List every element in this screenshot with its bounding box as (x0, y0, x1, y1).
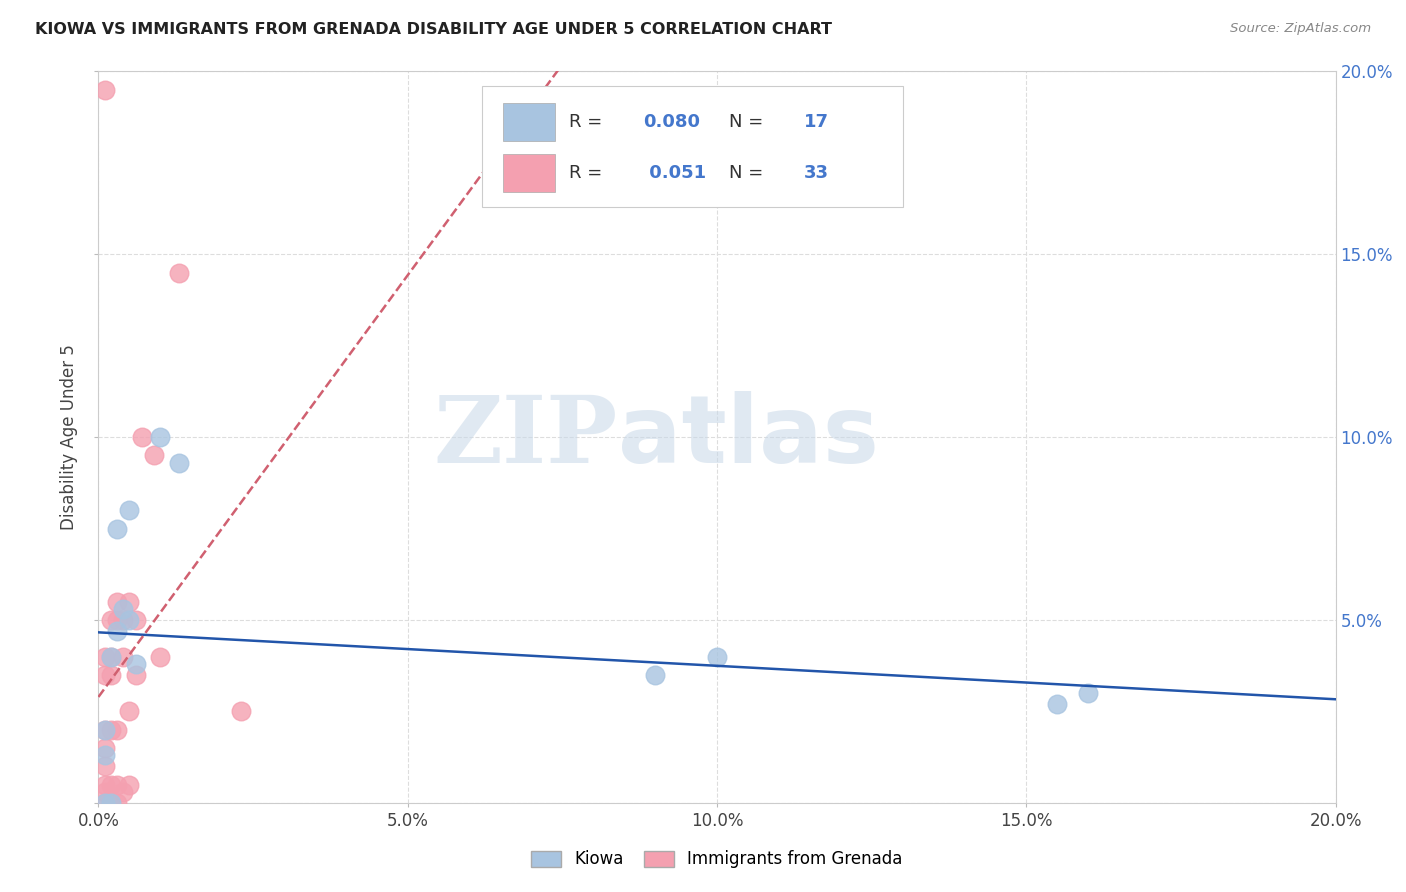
Point (105, 624, 128, 638)
Point (131, 430, 153, 444)
Point (93, 82, 115, 96)
FancyBboxPatch shape (503, 103, 555, 141)
Point (105, 594, 128, 608)
Text: ZIP: ZIP (434, 392, 619, 482)
Point (167, 456, 190, 470)
Point (100, 723, 122, 737)
Point (229, 705, 252, 719)
Point (112, 613, 135, 627)
Point (93, 777, 115, 792)
Text: 0.080: 0.080 (643, 112, 700, 131)
Point (1077, 686, 1099, 700)
Point (124, 657, 146, 671)
Point (93, 796, 115, 810)
Point (118, 594, 141, 608)
Point (149, 430, 172, 444)
Point (118, 705, 141, 719)
Point (143, 449, 166, 463)
Text: 0.051: 0.051 (643, 164, 706, 182)
Point (118, 613, 141, 627)
Point (93, 748, 115, 763)
Text: R =: R = (568, 112, 602, 131)
Point (644, 667, 666, 681)
Text: atlas: atlas (619, 391, 879, 483)
Point (100, 796, 122, 810)
Legend: Kiowa, Immigrants from Grenada: Kiowa, Immigrants from Grenada (524, 844, 910, 875)
Text: N =: N = (730, 112, 763, 131)
Text: R =: R = (568, 164, 602, 182)
Point (93, 649, 115, 664)
Point (112, 785, 135, 799)
Y-axis label: Disability Age Under 5: Disability Age Under 5 (60, 344, 79, 530)
Text: KIOWA VS IMMIGRANTS FROM GRENADA DISABILITY AGE UNDER 5 CORRELATION CHART: KIOWA VS IMMIGRANTS FROM GRENADA DISABIL… (35, 22, 832, 37)
Point (105, 723, 128, 737)
Point (118, 777, 141, 792)
Point (100, 649, 122, 664)
Point (100, 649, 122, 664)
FancyBboxPatch shape (503, 154, 555, 192)
Text: Source: ZipAtlas.com: Source: ZipAtlas.com (1230, 22, 1371, 36)
Point (105, 796, 128, 810)
Text: 17: 17 (804, 112, 828, 131)
Point (118, 503, 141, 517)
Point (124, 613, 146, 627)
Point (105, 613, 128, 627)
Point (93, 796, 115, 810)
Point (1046, 697, 1069, 711)
Text: 33: 33 (804, 164, 828, 182)
Point (167, 266, 190, 280)
Point (706, 649, 728, 664)
Point (100, 777, 122, 792)
Point (100, 667, 122, 681)
Point (105, 521, 128, 535)
FancyBboxPatch shape (482, 86, 903, 207)
Point (112, 602, 135, 616)
Point (93, 759, 115, 773)
Point (93, 723, 115, 737)
Point (124, 667, 146, 681)
Point (93, 667, 115, 681)
Point (149, 649, 172, 664)
Point (93, 785, 115, 799)
Point (100, 613, 122, 627)
Point (93, 723, 115, 737)
Point (93, 740, 115, 755)
Text: N =: N = (730, 164, 763, 182)
Point (105, 777, 128, 792)
Point (100, 796, 122, 810)
Point (112, 649, 135, 664)
